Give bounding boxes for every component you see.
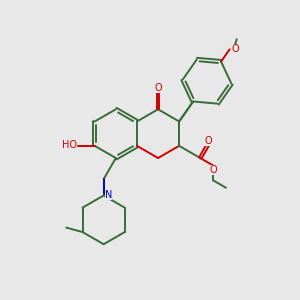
Text: O: O	[231, 44, 239, 54]
Text: O: O	[209, 165, 217, 175]
Text: O: O	[154, 82, 162, 93]
Text: N: N	[105, 190, 112, 200]
Text: HO: HO	[62, 140, 77, 150]
Text: N: N	[105, 190, 112, 200]
Text: O: O	[205, 136, 212, 146]
